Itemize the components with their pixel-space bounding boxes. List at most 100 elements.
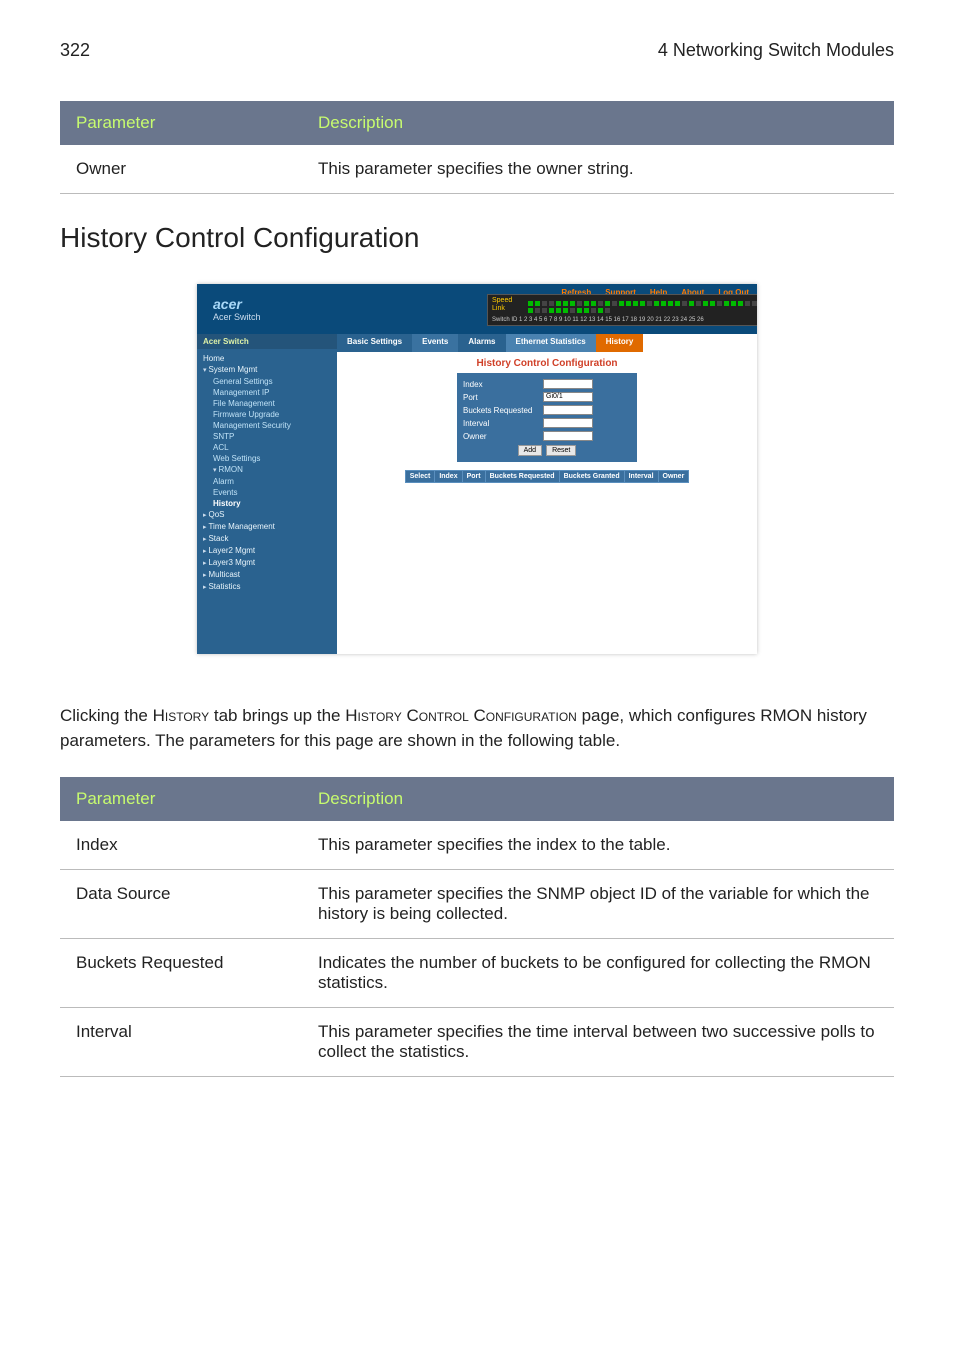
tab-alarms[interactable]: Alarms — [458, 334, 505, 352]
port-led-icon — [675, 301, 680, 306]
port-led-icon — [647, 301, 652, 306]
index-label: Index — [463, 380, 543, 389]
subtable-header: Interval — [624, 471, 658, 483]
port-led-icon — [570, 308, 575, 313]
subtable-header: Select — [405, 471, 435, 483]
reset-button[interactable]: Reset — [546, 445, 576, 456]
port-led-icon — [710, 301, 715, 306]
sidebar-item[interactable]: Web Settings — [203, 453, 331, 464]
port-led-icon — [612, 301, 617, 306]
sidebar-item[interactable]: Firmware Upgrade — [203, 409, 331, 420]
history-config-form: Index Port Gi0/1 Buckets Requested I — [457, 373, 637, 462]
tab-events[interactable]: Events — [412, 334, 458, 352]
port-led-icon — [605, 308, 610, 313]
table-row: IndexThis parameter specifies the index … — [60, 821, 894, 870]
table-row: IntervalThis parameter specifies the tim… — [60, 1008, 894, 1077]
port-label: Port — [463, 393, 543, 402]
subtable-header: Buckets Requested — [485, 471, 559, 483]
sidebar-item[interactable]: Alarm — [203, 476, 331, 487]
port-numbers: Switch ID 1 2 3 4 5 6 7 8 9 10 11 12 13 … — [492, 317, 704, 323]
sidebar-item[interactable]: General Settings — [203, 376, 331, 387]
tab-history[interactable]: History — [596, 334, 644, 352]
table-row: Buckets RequestedIndicates the number of… — [60, 939, 894, 1008]
port-led-icon — [584, 308, 589, 313]
owner-label: Owner — [463, 432, 543, 441]
sidebar-item[interactable]: History — [203, 498, 331, 509]
desc-cell: This parameter specifies the SNMP object… — [302, 870, 894, 939]
port-led-icon — [668, 301, 673, 306]
port-led-icon — [584, 301, 589, 306]
port-led-icon — [563, 301, 568, 306]
owner-input[interactable] — [543, 431, 593, 441]
port-led-icon — [549, 301, 554, 306]
port-led-icon — [535, 308, 540, 313]
sidebar-item[interactable]: System Mgmt — [203, 364, 331, 376]
port-led-icon — [563, 308, 568, 313]
sidebar-title: Acer Switch — [197, 334, 337, 349]
port-led-icon — [598, 308, 603, 313]
sidebar-item[interactable]: Events — [203, 487, 331, 498]
sidebar-item[interactable]: RMON — [203, 464, 331, 476]
unit-link-label: Link — [492, 305, 505, 312]
sidebar-item[interactable]: File Management — [203, 398, 331, 409]
subtable-header: Buckets Granted — [559, 471, 624, 483]
port-led-icon — [619, 301, 624, 306]
table-row: OwnerThis parameter specifies the owner … — [60, 145, 894, 194]
history-records-table: SelectIndexPortBuckets RequestedBuckets … — [405, 470, 690, 483]
port-led-icon — [528, 301, 533, 306]
index-input[interactable] — [543, 379, 593, 389]
sidebar-item[interactable]: Multicast — [203, 569, 331, 581]
port-led-icon — [745, 301, 750, 306]
tab-bar: Basic Settings Events Alarms Ethernet St… — [337, 334, 757, 352]
add-button[interactable]: Add — [518, 445, 542, 456]
port-led-icon — [570, 301, 575, 306]
port-led-icon — [605, 301, 610, 306]
port-led-icon — [661, 301, 666, 306]
desc-cell: This parameter specifies the owner strin… — [302, 145, 894, 194]
port-led-icon — [542, 301, 547, 306]
brand-block: acer Acer Switch — [197, 284, 337, 334]
interval-input[interactable] — [543, 418, 593, 428]
sidebar-item[interactable]: Time Management — [203, 521, 331, 533]
panel-title: History Control Configuration — [337, 358, 757, 369]
param-cell: Owner — [60, 145, 302, 194]
port-led-icon — [535, 301, 540, 306]
param-cell: Data Source — [60, 870, 302, 939]
port-led-icon — [703, 301, 708, 306]
tab-ethernet-statistics[interactable]: Ethernet Statistics — [506, 334, 596, 352]
port-select[interactable]: Gi0/1 — [543, 392, 593, 402]
port-led-icon — [556, 301, 561, 306]
port-led-icon — [738, 301, 743, 306]
sidebar-item[interactable]: Stack — [203, 533, 331, 545]
port-led-icon — [682, 301, 687, 306]
subtable-header: Owner — [658, 471, 689, 483]
sidebar-item[interactable]: Layer2 Mgmt — [203, 545, 331, 557]
sidebar-item[interactable]: SNTP — [203, 431, 331, 442]
page-number: 322 — [60, 40, 90, 61]
port-led-icon — [591, 308, 596, 313]
sidebar-item[interactable]: Statistics — [203, 581, 331, 593]
sidebar-item[interactable]: ACL — [203, 442, 331, 453]
sidebar-item[interactable]: Home — [203, 353, 331, 364]
history-parameters-table: Parameter Description IndexThis paramete… — [60, 777, 894, 1077]
port-led-icon — [752, 301, 757, 306]
sidebar-item[interactable]: Layer3 Mgmt — [203, 557, 331, 569]
sidebar-item[interactable]: Management Security — [203, 420, 331, 431]
buckets-requested-input[interactable] — [543, 405, 593, 415]
embedded-screenshot: acer Acer Switch RefreshSupportHelpAbout… — [60, 284, 894, 654]
param-cell: Index — [60, 821, 302, 870]
sidebar-item[interactable]: Management IP — [203, 387, 331, 398]
chapter-title: 4 Networking Switch Modules — [658, 40, 894, 61]
owner-parameter-table: Parameter Description OwnerThis paramete… — [60, 101, 894, 194]
param-cell: Buckets Requested — [60, 939, 302, 1008]
port-led-icon — [724, 301, 729, 306]
port-led-icon — [717, 301, 722, 306]
port-led-icon — [626, 301, 631, 306]
tab-basic-settings[interactable]: Basic Settings — [337, 334, 412, 352]
sidebar-item[interactable]: QoS — [203, 509, 331, 521]
brand-subtitle: Acer Switch — [213, 312, 337, 322]
port-led-icon — [549, 308, 554, 313]
subtable-header: Port — [462, 471, 485, 483]
port-led-icon — [640, 301, 645, 306]
body-paragraph: Clicking the History tab brings up the H… — [60, 704, 894, 753]
